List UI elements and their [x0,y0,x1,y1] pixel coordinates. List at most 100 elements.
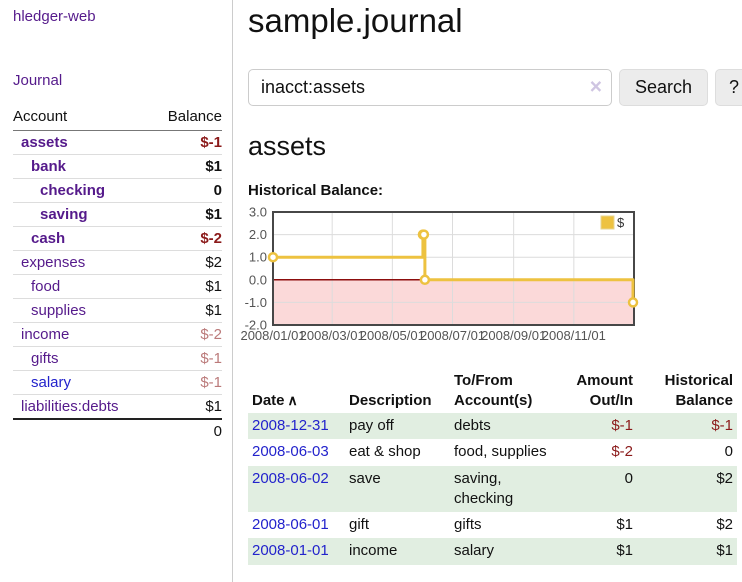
account-cell: income [13,322,152,347]
account-link[interactable]: liabilities:debts [21,398,119,415]
account-cell: food [13,274,152,299]
account-balance: $-1 [151,370,222,395]
account-link[interactable]: cash [31,230,66,247]
register-row: 2008-06-03 eat & shop food, supplies $-2 0 [248,439,737,465]
account-link[interactable]: bank [31,158,67,175]
register-amount: 0 [624,469,633,487]
account-cell: saving [13,202,152,227]
register-balance: $2 [716,516,733,533]
help-button[interactable]: ? [715,69,742,106]
accounts-header-balance: Balance [151,104,222,131]
account-link[interactable]: food [31,278,61,295]
app-title-link[interactable]: hledger-web [13,8,96,25]
account-link[interactable]: supplies [31,302,87,319]
account-row: saving $1 [13,202,222,227]
search-input[interactable] [248,69,612,106]
accounts-table: Account Balance assets $-1 bank $1 checking 0… [13,104,222,443]
register-date-cell: 2008-06-01 [248,512,345,538]
register-description: income [349,542,398,560]
account-link[interactable]: saving [40,206,88,223]
x-axis-label: 2008/11/01 [542,328,606,343]
account-cell: bank [13,154,152,179]
balance-chart[interactable]: $3.0 2.0 1.0 0.0 -1.0 -2.0 2008/01/01 2008/03/0… [240,205,742,355]
account-link[interactable]: salary [31,374,72,391]
account-cell: expenses [13,250,152,275]
y-axis-label: 1.0 [249,250,267,265]
account-row: salary $-1 [13,370,222,395]
account-row: gifts $-1 [13,346,222,371]
register-description: eat & shop [349,443,421,461]
chart-border [272,211,635,326]
register-header-date[interactable]: Date ∧ [252,391,298,409]
main-pane: sample.journal × Search ? assets Histori… [233,0,742,582]
chart-title: Historical Balance: [248,182,384,199]
account-balance: 0 [151,178,222,203]
y-axis-label: 3.0 [249,205,267,220]
account-row: expenses $2 [13,250,222,275]
account-cell: liabilities:debts [13,394,152,419]
y-axis-label: -1.0 [245,295,267,310]
accounts-header-row: Account Balance [13,104,222,131]
y-axis-label: 2.0 [249,227,267,242]
accounts-total-value: 0 [151,418,222,443]
data-point-marker [267,251,279,263]
account-link[interactable]: gifts [31,350,59,367]
sidebar-item-journal[interactable]: Journal [13,72,63,89]
data-point-marker [418,229,430,240]
account-link[interactable]: checking [40,182,106,199]
x-axis-label: 2008/09/01 [481,328,546,343]
accounts-total-spacer [13,418,152,443]
account-link[interactable]: income [21,326,70,343]
account-balance: $-2 [151,322,222,347]
account-link[interactable]: assets [21,134,68,151]
register-header-amount: Amount Out/In [576,372,633,409]
clear-search-icon[interactable]: × [589,75,602,99]
account-balance: $-2 [151,226,222,251]
account-link[interactable]: expenses [21,254,86,271]
x-axis-label: 2008/03/01 [300,328,365,343]
search-input-wrap: × [248,69,612,106]
sidebar: hledger-web Journal Account Balance asse… [0,0,233,582]
legend-swatch [600,215,615,230]
account-balance: $1 [151,394,222,419]
data-point-marker [627,297,639,308]
register-balance: $1 [716,542,733,560]
register-date-link[interactable]: 2008-12-31 [252,417,329,434]
data-point-marker [419,274,431,286]
account-row: liabilities:debts $1 [13,394,222,419]
register-row: 2008-12-31 pay off debts $-1 $-1 [248,413,737,440]
register-accounts: gifts [454,516,482,533]
register-description: save [349,469,381,487]
account-cell: salary [13,370,152,395]
register-date-link[interactable]: 2008-06-02 [252,469,329,487]
account-balance: $2 [151,250,222,275]
register-row: 2008-06-01 gift gifts $1 $2 [248,512,737,538]
register-description: pay off [349,417,394,434]
account-cell: supplies [13,298,152,323]
register-date-link[interactable]: 2008-01-01 [252,542,329,560]
page-title: sample.journal [248,2,463,39]
account-row: bank $1 [13,154,222,179]
register-date-link[interactable]: 2008-06-01 [252,516,329,533]
register-date-cell: 2008-01-01 [248,538,345,564]
register-date-cell: 2008-12-31 [248,413,345,439]
register-accounts: food, supplies [454,443,547,461]
x-axis-label: 2008/05/01 [360,328,425,343]
sort-asc-icon: ∧ [287,391,298,408]
account-balance: $1 [151,154,222,179]
account-balance: $-1 [151,346,222,371]
register-header-balance: Historical Balance [664,372,733,409]
register-balance: 0 [724,443,733,461]
accounts-header-account: Account [13,104,152,131]
register-row: 2008-06-02 save saving, checking 0 $2 [248,465,737,513]
register-amount: $1 [616,516,633,533]
register-balance: $-1 [711,417,733,434]
register-date-cell: 2008-06-02 [248,466,345,513]
account-heading: assets [248,131,327,161]
register-date-link[interactable]: 2008-06-03 [252,443,329,461]
search-button[interactable]: Search [619,69,709,106]
register-accounts: debts [454,417,491,434]
x-axis-label: 2008/01/01 [240,328,305,343]
register-description: gift [349,516,370,533]
